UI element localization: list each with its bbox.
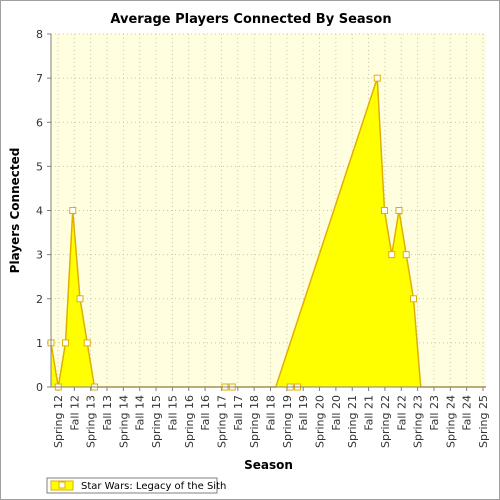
data-point [69,207,77,214]
y-tick-label: 4 [36,205,43,218]
y-tick-label: 8 [36,28,43,41]
data-point [410,295,417,303]
x-tick-label: Fall 14 [134,395,147,431]
x-tick-label: Spring 23 [412,395,425,448]
y-tick-label: 2 [36,293,43,306]
x-tick-label: Spring 18 [248,395,261,448]
data-point [373,74,381,82]
x-tick-label: Spring 17 [215,395,228,448]
y-tick-label: 7 [36,72,43,85]
y-tick-label: 3 [36,249,43,262]
x-tick-label: Fall 21 [363,395,376,431]
x-tick-label: Spring 22 [379,395,392,448]
x-tick-label: Fall 16 [199,395,212,431]
legend-label: Star Wars: Legacy of the Sith [81,481,226,492]
y-tick-label: 0 [36,381,43,394]
data-point [388,251,396,259]
y-tick-label: 6 [36,116,43,129]
data-point [62,339,69,347]
plot-area [51,34,486,387]
x-tick-label: Fall 13 [101,395,114,431]
chart-title: Average Players Connected By Season [110,12,391,27]
data-point [402,251,410,259]
y-axis-title: Players Connected [8,148,22,274]
x-tick-label: Fall 17 [232,395,245,431]
x-tick-label: Spring 12 [52,395,65,448]
legend-box [46,477,218,494]
x-tick-label: Fall 12 [68,395,81,431]
legend-marker [58,481,66,489]
x-axis-title: Season [244,458,293,472]
x-tick-label: Fall 19 [297,395,310,431]
x-tick-label: Spring 16 [183,395,196,448]
x-tick-label: Spring 24 [444,395,457,448]
x-tick-label: Fall 18 [265,395,278,431]
data-point [381,207,388,214]
data-point [395,207,403,214]
y-tick-label: 1 [36,337,43,350]
x-tick-label: Spring 14 [117,395,130,448]
x-tick-label: Spring 20 [314,395,327,448]
x-tick-label: Spring 15 [150,395,163,448]
data-point [83,339,91,347]
x-tick-label: Fall 23 [428,395,441,431]
series-area [51,78,486,387]
x-tick-label: Spring 21 [346,395,359,448]
x-tick-label: Spring 13 [85,395,98,448]
data-point [76,295,84,303]
x-tick-label: Spring 19 [281,395,294,448]
x-tick-label: Fall 15 [166,395,179,431]
y-tick-label: 5 [36,160,43,173]
x-tick-label: Fall 20 [330,395,343,431]
x-tick-label: Fall 24 [461,395,474,431]
x-tick-label: Spring 25 [477,395,490,448]
x-tick-label: Fall 22 [395,395,408,431]
